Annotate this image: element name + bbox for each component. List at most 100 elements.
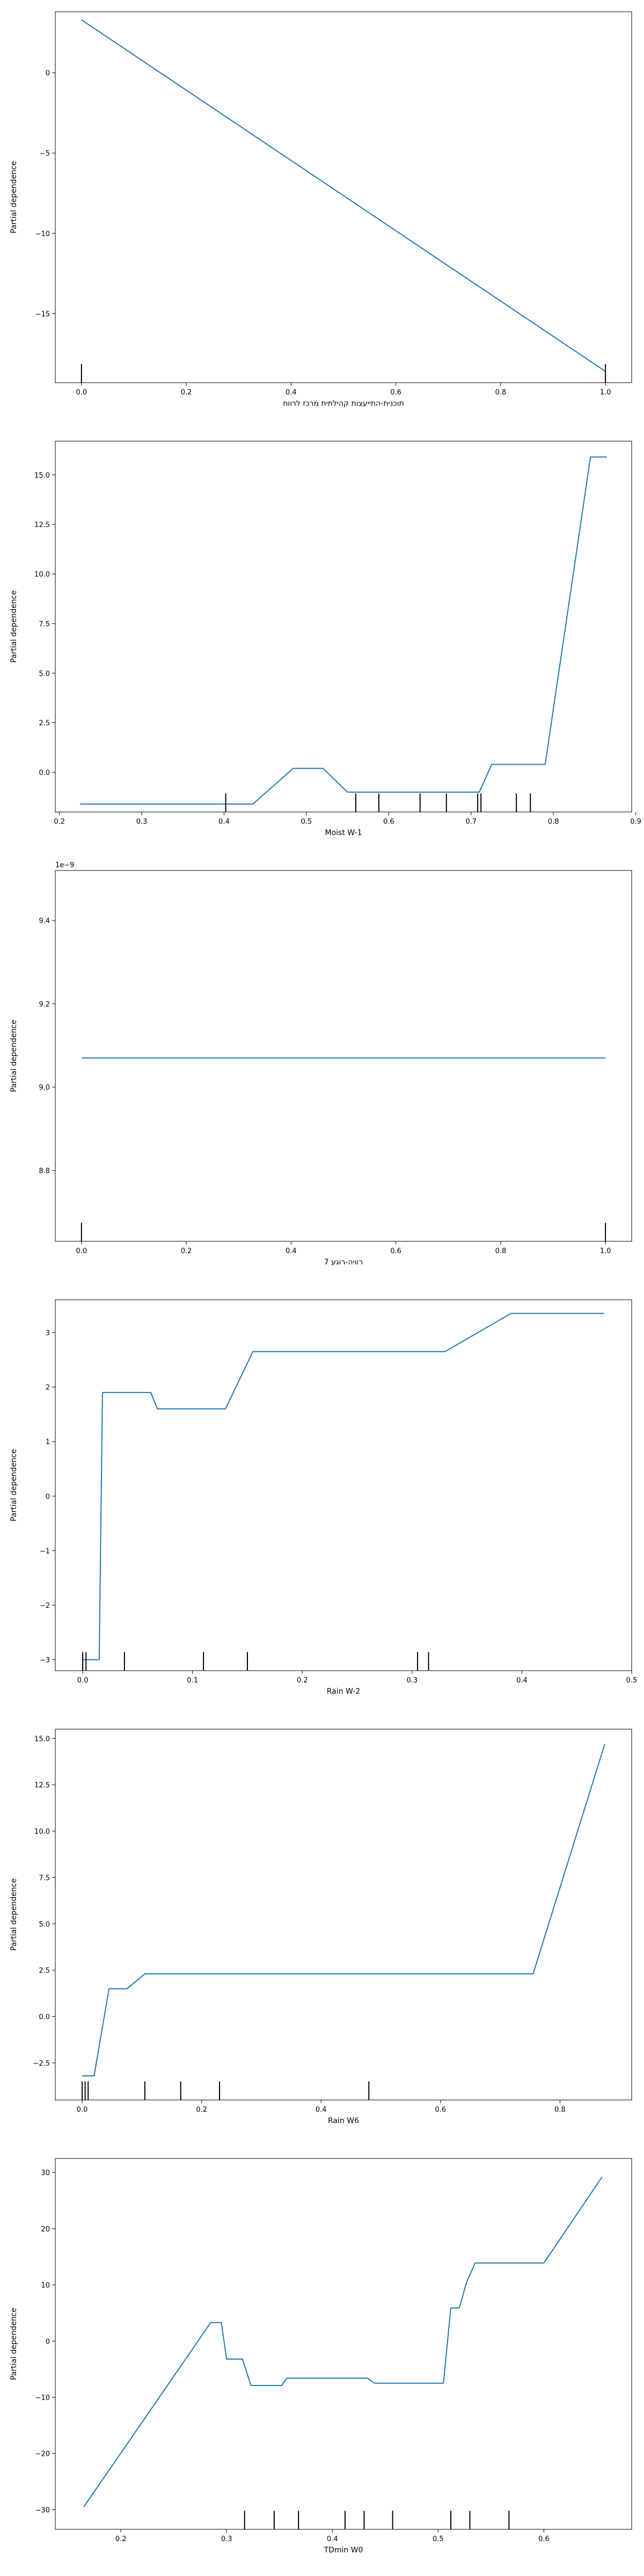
y-tick-label: 7.5 [39,1874,50,1882]
y-tick-label: −15 [35,310,50,318]
x-tick-label: 0.1 [187,1677,198,1685]
x-tick-label: 0.5 [433,2535,444,2543]
x-tick-label: 0.4 [516,1677,528,1685]
x-axis-label: Moist W-1 [325,829,362,837]
y-tick-label: −20 [35,2450,50,2458]
x-tick-label: 0.8 [548,818,559,826]
y-tick-label: 9.2 [39,1000,50,1008]
x-tick-label: 0.6 [390,1247,401,1255]
x-tick-label: 0.6 [538,2535,550,2543]
x-tick-label: 0.4 [218,818,230,826]
pd-chart-5: 0.0 0.2 0.4 0.6 0.8 −2.5 0.0 2.5 5.0 7.5 10.0 12.5 1… [10,1729,632,2125]
pd-series-line [83,1313,604,1660]
plot-frame [55,11,632,383]
y-tick-label: 15.0 [34,1735,50,1743]
x-tick-label: 0.2 [54,818,65,826]
y-tick-label: 9.0 [39,1084,50,1092]
plot-frame [55,1299,632,1671]
pd-series-line [81,19,606,372]
y-tick-label: 0 [46,70,50,78]
y-axis-label: Partial dependence [10,1878,18,1951]
y-tick-label: −3 [40,1657,50,1665]
y-tick-label: −2 [40,1602,50,1610]
pd-chart-4: 0.0 0.1 0.2 0.3 0.4 0.5 −3 −2 −1 0 1 2 3 Rain W-2 Part… [10,1299,638,1696]
x-tick-label: 0.5 [626,1677,638,1685]
y-tick-label: 12.5 [34,521,50,529]
x-tick-label: 0.3 [407,1677,418,1685]
x-tick-label: 0.8 [495,1247,507,1255]
x-tick-label: 0.0 [76,389,87,397]
y-tick-label: 30 [41,2169,50,2177]
x-tick-label: 0.0 [76,1247,87,1255]
y-tick-label: 8.8 [39,1167,50,1175]
x-tick-label: 1.0 [600,389,611,397]
pd-chart-3: 0.0 0.2 0.4 0.6 0.8 1.0 8.8 9.0 9.2 9.4 1e−9 7 רווי… [10,861,632,1267]
x-tick-label: 0.5 [301,818,312,826]
y-axis-label: Partial dependence [10,161,18,233]
x-tick-label: 0.4 [286,1247,297,1255]
y-tick-label: 15.0 [34,472,50,480]
pd-chart-2: 0.2 0.3 0.4 0.5 0.6 0.7 0.8 0.9 0.0 2.5 5.0 7.5 10.0… [10,441,641,837]
x-tick-label: 0.0 [77,1677,89,1685]
y-tick-label: 5.0 [39,670,50,678]
plot-frame [55,441,632,813]
plot-frame [55,1729,632,2101]
y-tick-label: 2 [46,1384,50,1392]
x-axis-label: תוכנית-התייעצות קהילתית מרכז לרווח [283,399,404,408]
pd-series-line [83,2176,603,2507]
x-tick-label: 0.8 [495,389,507,397]
y-tick-label: 0 [46,1493,50,1501]
y-tick-label: 7.5 [39,620,50,628]
y-tick-label: 10.0 [34,571,50,579]
y-tick-label: 10.0 [34,1828,50,1836]
y-tick-label: 10 [41,2282,50,2290]
x-tick-label: 0.3 [221,2535,232,2543]
y-tick-label: −2.5 [33,2060,50,2068]
y-tick-label: 20 [41,2226,50,2234]
y-tick-label: 5.0 [39,1921,50,1929]
x-tick-label: 0.4 [316,2106,327,2114]
y-tick-label: −1 [40,1547,50,1555]
y-tick-label: 9.4 [39,917,50,925]
pd-chart-1: 0.0 0.2 0.4 0.6 0.8 1.0 0 −5 −10 −15 תוכנית-התייעצ… [10,11,632,408]
pd-series-line [82,1744,605,2077]
pd-chart-6: 0.2 0.3 0.4 0.5 0.6 −30 −20 −10 0 10 20 30 TDmin W0 P… [10,2158,632,2555]
plot-frame [55,2158,632,2530]
x-axis-label: Rain W-2 [327,1687,360,1696]
x-tick-label: 0.8 [554,2106,566,2114]
y-tick-label: 3 [46,1329,50,1337]
y-tick-label: 2.5 [39,1967,50,1975]
x-axis-label: TDmin W0 [324,2546,363,2555]
x-tick-label: 0.4 [286,389,297,397]
y-offset-label: 1e−9 [55,861,74,869]
x-tick-label: 0.2 [181,389,192,397]
y-tick-label: 12.5 [34,1782,50,1790]
x-axis-label: Rain W6 [328,2117,359,2125]
y-axis-label: Partial dependence [10,2308,18,2380]
x-tick-label: 0.6 [435,2106,447,2114]
x-tick-label: 0.2 [181,1247,192,1255]
x-tick-label: 0.0 [77,2106,88,2114]
x-axis-label: 7 רוויה-רוגע [324,1258,363,1267]
y-axis-label: Partial dependence [10,590,18,663]
x-tick-label: 0.7 [465,818,477,826]
x-tick-label: 0.3 [136,818,148,826]
y-tick-label: 0.0 [39,2014,50,2022]
y-tick-label: −30 [35,2506,50,2514]
x-tick-label: 0.2 [115,2535,127,2543]
y-tick-label: 1 [46,1438,50,1446]
x-tick-label: 1.0 [600,1247,611,1255]
y-tick-label: 0.0 [39,769,50,777]
x-tick-label: 0.9 [630,818,641,826]
x-tick-label: 0.4 [327,2535,338,2543]
x-tick-label: 0.2 [297,1677,308,1685]
x-tick-label: 0.2 [196,2106,207,2114]
y-tick-label: −10 [35,230,50,238]
x-tick-label: 0.6 [390,389,401,397]
plot-frame [55,870,632,1242]
y-tick-label: −10 [35,2394,50,2402]
pd-series-line [80,456,607,805]
y-axis-label: Partial dependence [10,1020,18,1092]
y-tick-label: 0 [46,2338,50,2346]
